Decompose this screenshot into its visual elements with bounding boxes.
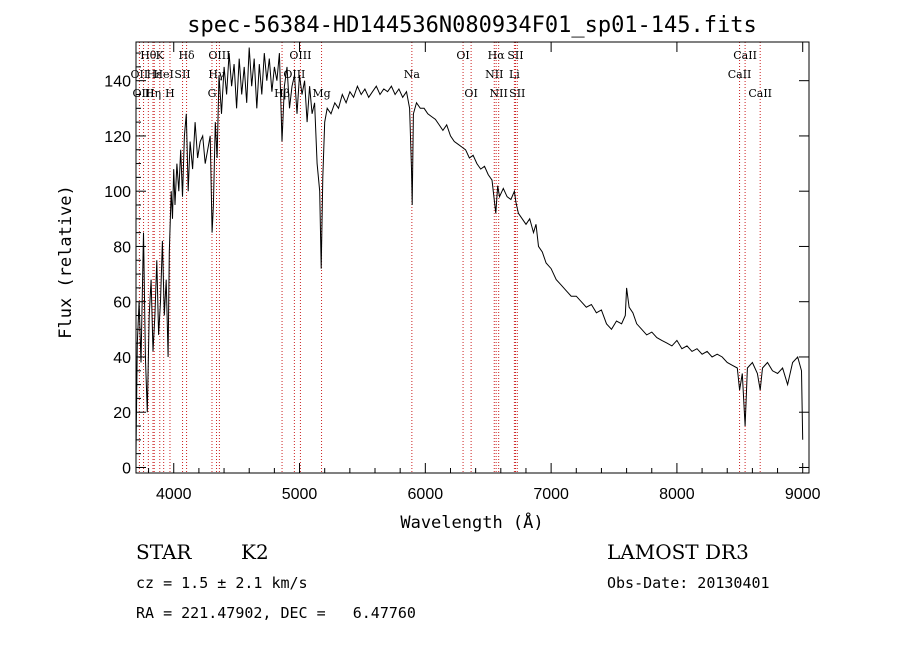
y-tick-label-2: 40 (113, 350, 131, 367)
object-subclass: K2 (241, 540, 269, 564)
marker-label-23: SII (507, 49, 523, 62)
coordinates-text: RA = 221.47902, DEC = 6.47760 (136, 604, 416, 622)
x-tick-label-5: 9000 (785, 486, 821, 503)
x-tick-label-4: 8000 (659, 486, 695, 503)
marker-label-22: NII (490, 87, 508, 100)
marker-label-21: NII (485, 68, 503, 81)
spectrum-line (135, 47, 804, 454)
marker-label-0: Hθ (140, 49, 157, 62)
y-tick-label-3: 60 (113, 295, 131, 312)
y-tick-label-4: 80 (113, 239, 131, 256)
plot-frame (135, 41, 810, 474)
marker-label-25: SII (509, 87, 525, 100)
y-axis-label: Flux (relative) (56, 185, 76, 339)
marker-label-10: OIII (208, 49, 230, 62)
marker-label-28: CaII (748, 87, 772, 100)
y-axis-ticks: 0 20 40 60 80 100 120 140 (104, 52, 809, 477)
marker-label-7: HeI (153, 68, 173, 81)
marker-label-2: OIII (133, 87, 155, 100)
marker-label-12: G (208, 87, 217, 100)
y-tick-label-5: 100 (104, 184, 131, 201)
marker-label-1: OII (131, 68, 149, 81)
marker-label-5: K (156, 49, 165, 62)
obs-date-text: Obs-Date: 20130401 (607, 574, 770, 592)
marker-label-14: OIII (289, 49, 311, 62)
marker-label-19: OI (464, 87, 477, 100)
line-markers (138, 42, 761, 473)
x-tick-label-2: 6000 (408, 486, 444, 503)
x-tick-label-0: 4000 (156, 486, 192, 503)
marker-label-24: Li (509, 68, 520, 81)
chart-title: spec-56384-HD144536N080934F01_sp01-145.f… (187, 13, 757, 38)
object-class: STAR (136, 540, 192, 564)
marker-label-20: Hα (488, 49, 506, 62)
marker-label-11: Hγ (208, 68, 225, 81)
y-tick-label-0: 0 (122, 460, 131, 477)
marker-label-26: CaII (733, 49, 757, 62)
survey-name: LAMOST DR3 (607, 540, 749, 564)
y-tick-label-7: 140 (104, 74, 131, 91)
marker-label-16: Mg (312, 87, 330, 100)
x-axis-ticks: 4000 5000 6000 7000 8000 9000 (148, 42, 821, 503)
marker-label-3: Hε (147, 68, 163, 81)
marker-label-8: Hδ (178, 49, 195, 62)
marker-label-6: H (165, 87, 175, 100)
marker-label-18: OI (456, 49, 469, 62)
y-tick-label-6: 120 (104, 129, 131, 146)
marker-label-13: Hβ (274, 87, 290, 100)
marker-label-4: Hη (145, 87, 161, 100)
marker-label-17: Na (404, 68, 421, 81)
y-tick-label-1: 20 (113, 405, 131, 422)
marker-label-27: CaII (728, 68, 752, 81)
x-tick-label-1: 5000 (282, 486, 318, 503)
x-axis-label: Wavelength (Å) (400, 511, 543, 533)
marker-label-9: SII (174, 68, 190, 81)
redshift-text: cz = 1.5 ± 2.1 km/s (136, 574, 308, 592)
x-tick-label-3: 7000 (533, 486, 569, 503)
